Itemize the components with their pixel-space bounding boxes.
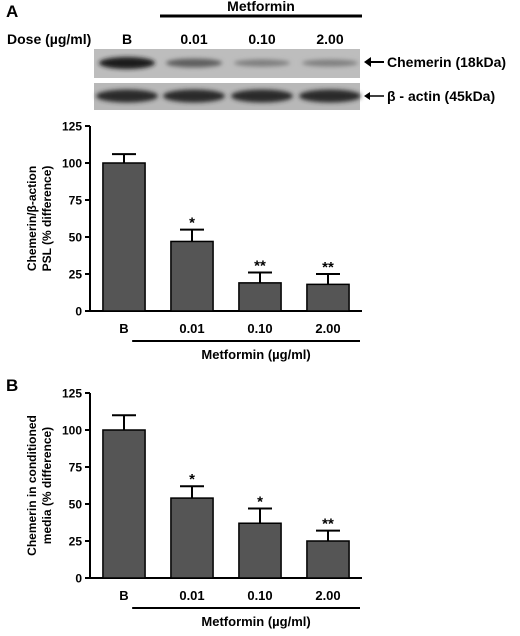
significance-3: **: [322, 516, 334, 533]
chemerin-band-3: [302, 59, 358, 67]
lane-label-3: 2.00: [316, 31, 343, 47]
chemerin-band-0: [99, 57, 155, 69]
y-axis-label-line-0: Chemerin/β-action: [25, 166, 39, 271]
significance-1: *: [189, 471, 195, 488]
chemerin-band-label: Chemerin (18kDa): [387, 54, 506, 70]
category-label-0: B: [119, 321, 128, 336]
chemerin-band-1: [166, 58, 222, 68]
panel-b-label: B: [6, 376, 18, 395]
bar-2: [238, 282, 282, 312]
chemerin-arrow: [364, 57, 384, 67]
lane-label-2: 0.10: [248, 31, 275, 47]
x-axis-label: Metformin (µg/ml): [201, 614, 310, 629]
bar-1: [170, 240, 214, 312]
panel-a-label: A: [6, 2, 18, 21]
bar-1: [170, 497, 214, 579]
bar-0: [102, 162, 146, 312]
y-axis-label-line-1: PSL (% difference): [40, 166, 54, 272]
y-axis-label-line-1: media (% difference): [40, 427, 54, 544]
bar-3: [306, 540, 350, 579]
actin-band-0: [96, 89, 158, 103]
bar-2: [238, 522, 282, 579]
chemerin-bands: [99, 57, 358, 69]
x-axis-label: Metformin (µg/ml): [201, 347, 310, 362]
category-label-1: 0.01: [179, 588, 204, 603]
y-tick-label: 25: [69, 268, 83, 282]
actin-blot: [94, 83, 361, 110]
actin-band-label: β - actin (45kDa): [387, 88, 495, 104]
chemerin-blot: [94, 49, 360, 78]
chart-b: 0 25 50 75 100 125 Chemerin in conditioned medi…: [25, 387, 362, 629]
category-label-3: 2.00: [315, 588, 340, 603]
significance-2: *: [257, 493, 263, 510]
actin-band-3: [299, 89, 361, 103]
category-label-2: 0.10: [247, 321, 272, 336]
significance-3: **: [322, 259, 334, 276]
category-label-1: 0.01: [179, 321, 204, 336]
bar-3: [306, 283, 350, 312]
y-tick-label: 0: [75, 305, 82, 319]
significance-1: *: [189, 215, 195, 232]
dose-label: Dose (µg/ml): [7, 31, 91, 47]
chart-a: 0 25 50 75 100 125 Chemerin/β-action PSL (% dif…: [25, 120, 362, 362]
category-label-3: 2.00: [315, 321, 340, 336]
y-tick-label: 50: [69, 498, 83, 512]
y-tick-label: 125: [62, 387, 82, 401]
lane-label-1: 0.01: [180, 31, 207, 47]
lane-label-0: B: [122, 31, 132, 47]
category-label-0: B: [119, 588, 128, 603]
metformin-group-label: Metformin: [227, 0, 295, 14]
y-tick-label: 25: [69, 535, 83, 549]
y-tick-label: 75: [69, 461, 83, 475]
actin-arrow: [364, 92, 384, 100]
y-tick-label: 0: [75, 572, 82, 586]
y-tick-label: 125: [62, 120, 82, 134]
y-tick-label: 75: [69, 194, 83, 208]
actin-band-2: [231, 89, 293, 103]
actin-band-1: [163, 89, 225, 103]
y-tick-label: 100: [62, 424, 82, 438]
y-axis-label-line-0: Chemerin in conditioned: [25, 415, 39, 556]
category-label-2: 0.10: [247, 588, 272, 603]
actin-bands: [96, 89, 361, 103]
bar-0: [102, 429, 146, 579]
chemerin-band-2: [234, 59, 290, 67]
y-tick-label: 50: [69, 231, 83, 245]
significance-2: **: [254, 258, 266, 275]
y-tick-label: 100: [62, 157, 82, 171]
